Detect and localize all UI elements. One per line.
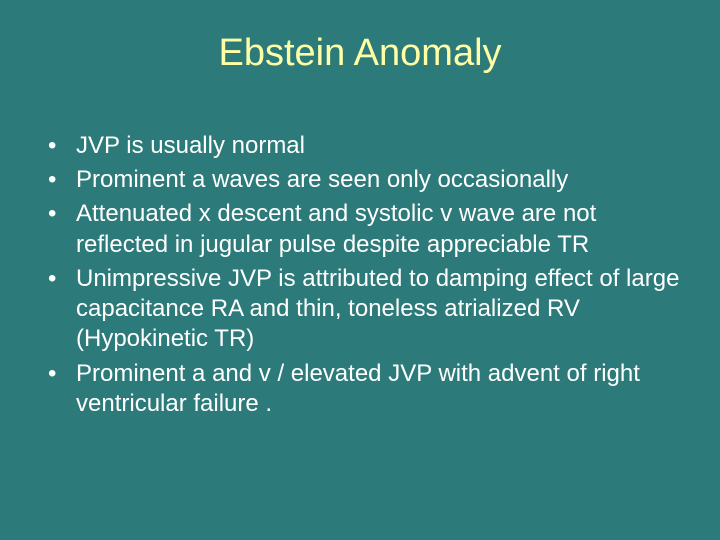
list-item: JVP is usually normal — [44, 131, 680, 161]
slide: Ebstein Anomaly JVP is usually normal Pr… — [0, 0, 720, 540]
bullet-list: JVP is usually normal Prominent a waves … — [40, 131, 680, 419]
list-item: Prominent a waves are seen only occasion… — [44, 165, 680, 195]
list-item: Unimpressive JVP is attributed to dampin… — [44, 264, 680, 355]
slide-title: Ebstein Anomaly — [40, 32, 680, 75]
list-item: Attenuated x descent and systolic v wave… — [44, 199, 680, 259]
list-item: Prominent a and v / elevated JVP with ad… — [44, 359, 680, 419]
